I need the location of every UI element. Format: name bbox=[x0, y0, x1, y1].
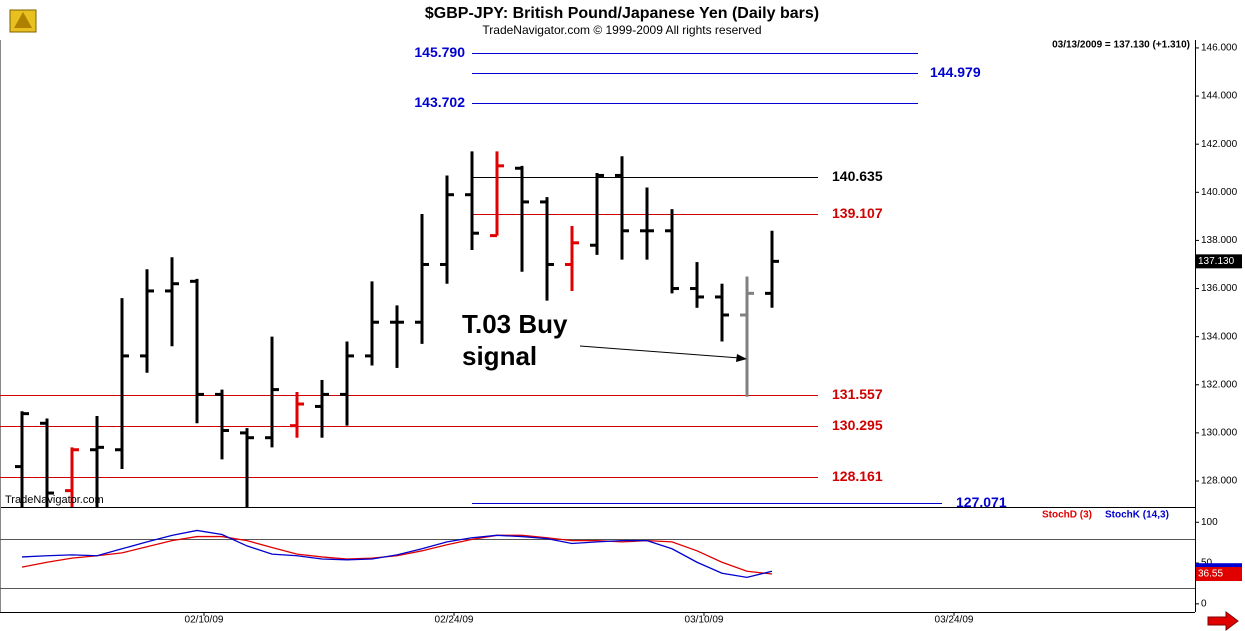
level-label: 130.295 bbox=[832, 417, 883, 433]
stoch-line bbox=[21, 529, 773, 578]
y-tick-label: 142.000 bbox=[1201, 139, 1238, 150]
legend-entry: StochK (14,3) bbox=[1105, 510, 1169, 521]
level-label: 139.107 bbox=[832, 205, 883, 221]
annotation: T.03 Buy bbox=[462, 309, 568, 339]
level-label: 128.161 bbox=[832, 468, 883, 484]
y-tick-label: 146.000 bbox=[1201, 43, 1238, 54]
y-tick-label: 128.000 bbox=[1201, 476, 1238, 487]
y-tick-label: 136.000 bbox=[1201, 283, 1238, 294]
y-tick-label: 100 bbox=[1201, 517, 1218, 528]
last-value-label: 36.55 bbox=[1198, 569, 1223, 580]
level-label: 127.071 bbox=[956, 494, 1007, 510]
y-tick-label: 144.000 bbox=[1201, 91, 1238, 102]
annotation: signal bbox=[462, 341, 537, 371]
scroll-arrow[interactable] bbox=[1207, 611, 1239, 631]
annotation-arrow bbox=[579, 345, 741, 359]
x-tick-label: 03/24/09 bbox=[935, 615, 974, 626]
level-label: 144.979 bbox=[930, 64, 981, 80]
x-tick-label: 03/10/09 bbox=[685, 615, 724, 626]
y-tick-label: 50 bbox=[1201, 558, 1213, 569]
axes: 146.000 144.000 142.000 140.000 138.000 136.0… bbox=[185, 43, 1242, 626]
logo bbox=[9, 9, 37, 33]
x-tick-label: 02/10/09 bbox=[185, 615, 224, 626]
y-tick-label: 130.000 bbox=[1201, 428, 1238, 439]
header-quote: 03/13/2009 = 137.130 (+1.310) bbox=[1052, 40, 1190, 51]
annotation-arrowhead bbox=[736, 354, 747, 362]
y-tick-label: 132.000 bbox=[1201, 379, 1238, 390]
legend-entry: StochD (3) bbox=[1042, 510, 1092, 521]
stoch-panel: StochD (3) StochK (14,3) bbox=[0, 510, 1195, 589]
y-tick-label: 138.000 bbox=[1201, 235, 1238, 246]
last-price-box bbox=[1196, 254, 1242, 269]
y-tick-label: 134.000 bbox=[1201, 331, 1238, 342]
level-label: 145.790 bbox=[414, 44, 465, 60]
y-tick-label: 140.000 bbox=[1201, 187, 1238, 198]
level-label: 143.702 bbox=[414, 94, 465, 110]
level-label: 131.557 bbox=[832, 386, 883, 402]
last-value-box bbox=[1196, 567, 1242, 582]
level-label: 140.635 bbox=[832, 168, 883, 184]
chart-subtitle: TradeNavigator.com © 1999-2009 All right… bbox=[482, 23, 761, 37]
price-panel: 145.790 144.979 143.702 140.635 139.107 131.5… bbox=[0, 44, 1007, 510]
chart-title: $GBP-JPY: British Pound/Japanese Yen (Da… bbox=[425, 5, 819, 22]
x-tick-label: 02/24/09 bbox=[435, 615, 474, 626]
y-tick-label: 0 bbox=[1201, 598, 1207, 609]
last-price-label: 137.130 bbox=[1198, 256, 1235, 267]
watermark: TradeNavigator.com bbox=[5, 494, 104, 506]
